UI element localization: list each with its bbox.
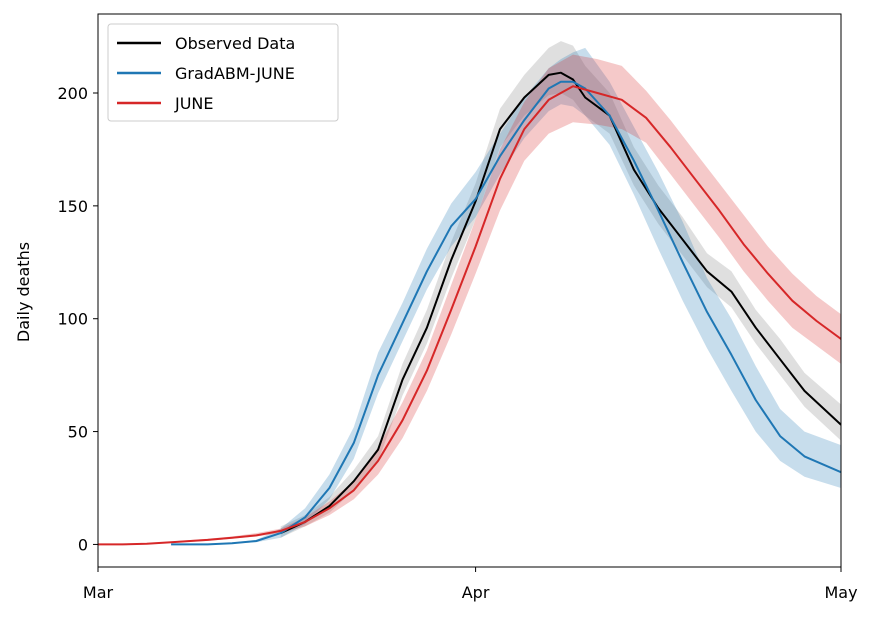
- x-tick-label: Mar: [83, 583, 114, 602]
- y-tick-label: 100: [57, 310, 88, 329]
- x-tick-label: Apr: [462, 583, 490, 602]
- legend: Observed Data GradABM-JUNE JUNE: [107, 23, 339, 122]
- legend-frame: [107, 23, 339, 122]
- legend-label-june: JUNE: [174, 94, 214, 113]
- series-line-gradabm-june: [171, 80, 841, 546]
- y-tick-label: 150: [57, 197, 88, 216]
- plot-frame: [97, 13, 842, 568]
- y-tick-label: 0: [78, 535, 88, 554]
- series-line-observed-data: [280, 71, 841, 535]
- axes: 0 50 100 150 200 Mar Apr May: [57, 13, 858, 602]
- y-axis-label: Daily deaths: [14, 242, 33, 342]
- series-line-june: [98, 85, 841, 546]
- series-lines: [98, 71, 841, 546]
- x-tick-label: May: [824, 583, 857, 602]
- y-tick-label: 200: [57, 84, 88, 103]
- legend-label-gradabm-june: GradABM-JUNE: [175, 64, 295, 83]
- y-tick-label: 50: [68, 423, 88, 442]
- legend-label-observed-data: Observed Data: [175, 34, 295, 53]
